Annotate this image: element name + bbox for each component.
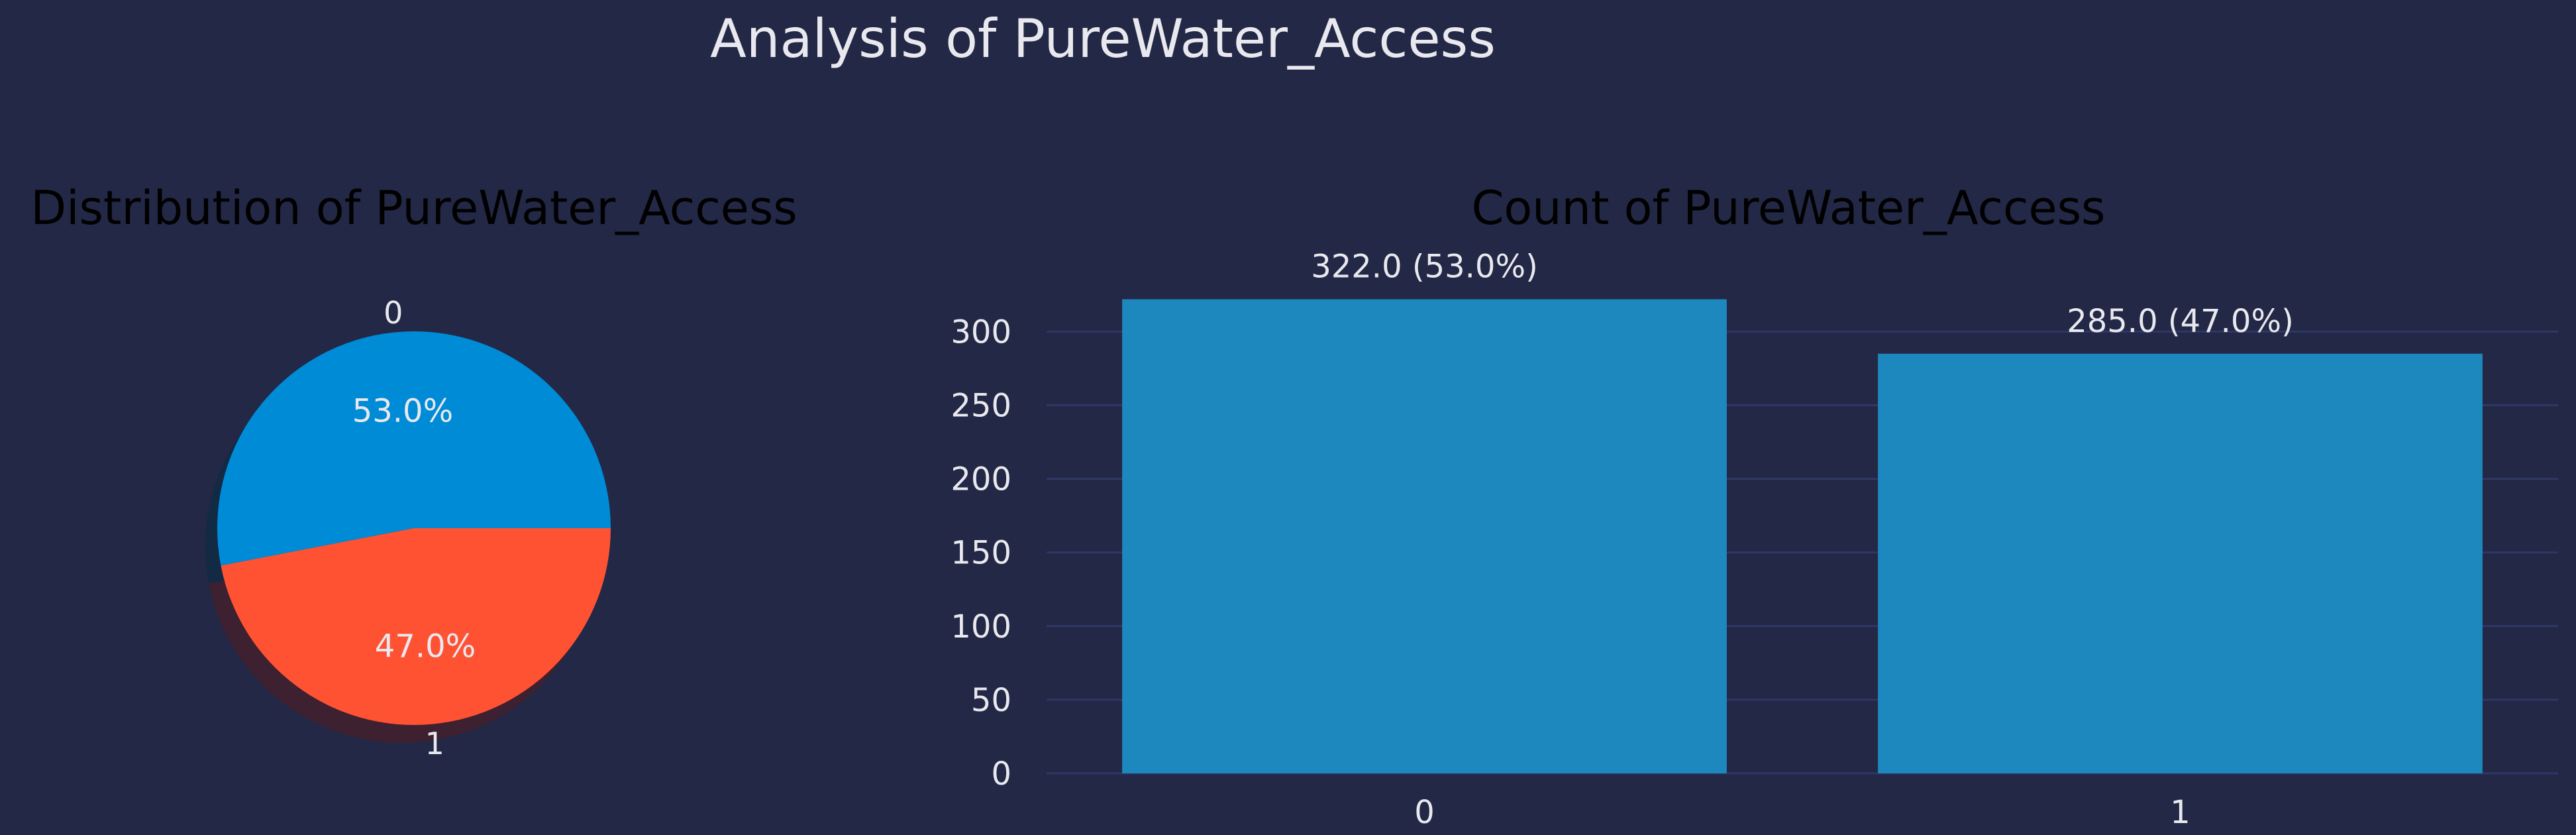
figure-title: Analysis of PureWater_Access (710, 8, 1496, 70)
pie-slice-1 (221, 528, 611, 726)
bar-y-tick-label: 100 (951, 608, 1011, 645)
pie-category-label: 1 (425, 726, 444, 761)
bar-y-tick-label: 250 (951, 388, 1011, 425)
pie-chart-title: Distribution of PureWater_Access (30, 181, 798, 235)
bar-data-labels: 322.0 (53.0%) 285.0 (47.0%) (1311, 249, 2294, 340)
bar-chart-title: Count of PureWater_Access (1471, 181, 2105, 235)
bar-x-tick-label: 1 (2170, 794, 2190, 831)
pie-slices (217, 331, 611, 726)
bar-chart: Count of PureWater_Access 0 50 100 150 200 25… (951, 181, 2558, 831)
pie-percent-label: 53.0% (352, 393, 453, 430)
pie-slice-0 (217, 331, 611, 566)
bar-1 (1878, 353, 2483, 773)
bar-y-tick-label: 300 (951, 313, 1011, 351)
bar-0 (1122, 299, 1727, 773)
bar-y-tick-label: 0 (991, 755, 1011, 793)
bar-y-tick-label: 150 (951, 535, 1011, 572)
bar-y-tick-labels: 0 50 100 150 200 250 300 (951, 313, 1011, 793)
bar-y-tick-label: 50 (971, 682, 1011, 719)
bar-bars (1122, 299, 2483, 773)
bar-y-tick-label: 200 (951, 461, 1011, 498)
pie-chart: Distribution of PureWater_Access 0 53.0% 1… (30, 181, 798, 761)
bar-x-tick-label: 0 (1414, 794, 1435, 831)
pie-category-label: 0 (384, 295, 403, 331)
bar-data-label: 322.0 (53.0%) (1311, 249, 1538, 286)
pie-labels: 0 53.0% 1 47.0% (352, 295, 476, 761)
pie-percent-label: 47.0% (375, 628, 476, 665)
bar-data-label: 285.0 (47.0%) (2067, 303, 2294, 340)
